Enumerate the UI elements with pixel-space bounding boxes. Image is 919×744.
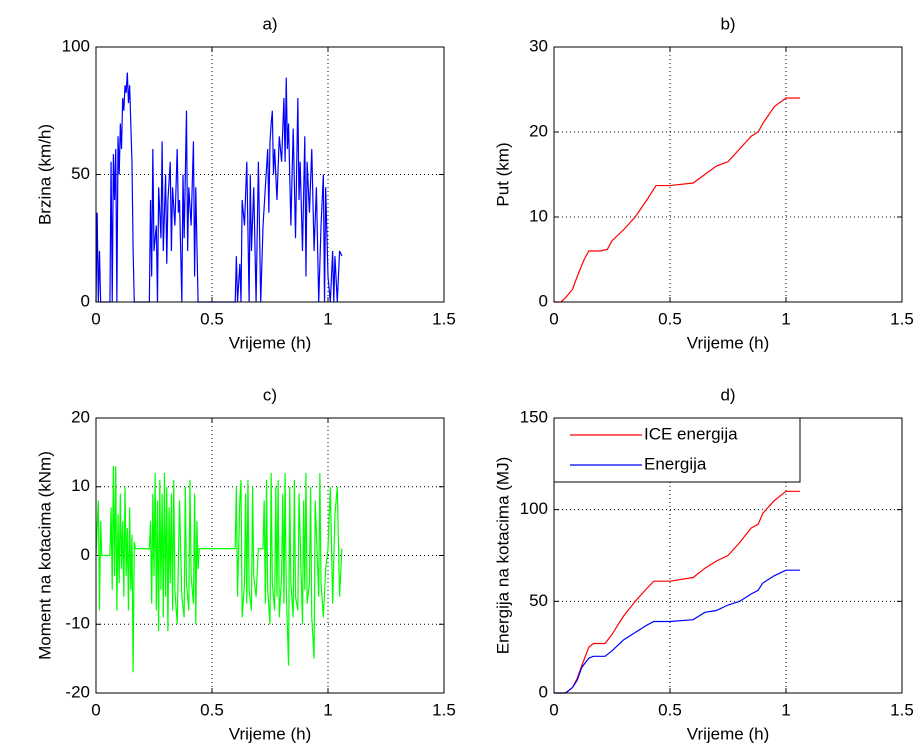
y-tick-label: 150 — [520, 407, 548, 426]
x-tick-label: 1.5 — [890, 700, 914, 719]
y-tick-label: -20 — [65, 682, 90, 701]
y-axis-label: Put (km) — [493, 142, 512, 206]
legend-box — [553, 417, 801, 483]
chart-title: c) — [263, 385, 277, 404]
x-tick-label: 1 — [323, 700, 332, 719]
x-tick-label: 0.5 — [200, 309, 224, 328]
y-tick-label: 100 — [520, 499, 548, 518]
x-tick-label: 1.5 — [890, 309, 914, 328]
x-tick-label: 0.5 — [200, 700, 224, 719]
y-axis-label: Energija na kotacima (MJ) — [493, 457, 512, 654]
chart-title: d) — [720, 385, 735, 404]
plot-area — [554, 47, 902, 302]
x-tick-label: 1.5 — [432, 700, 456, 719]
data-line — [554, 569, 800, 694]
x-axis-label: Vrijeme (h) — [229, 724, 312, 743]
x-tick-label: 1 — [323, 309, 332, 328]
x-axis-label: Vrijeme (h) — [687, 333, 770, 352]
y-tick-label: 50 — [71, 164, 90, 183]
y-tick-label: -10 — [65, 614, 90, 633]
data-line — [95, 466, 343, 673]
legend: ICE energija Energija — [553, 417, 801, 483]
x-tick-label: 0 — [549, 700, 558, 719]
y-axis-label: Brzina (km/h) — [35, 124, 54, 225]
y-tick-label: 100 — [62, 36, 90, 55]
x-axis-label: Vrijeme (h) — [229, 333, 312, 352]
chart-title: a) — [262, 14, 277, 33]
data-line — [554, 97, 800, 303]
x-tick-label: 0.5 — [658, 309, 682, 328]
x-tick-label: 0 — [549, 309, 558, 328]
legend-label: Energija — [644, 454, 707, 473]
x-tick-label: 0 — [91, 700, 100, 719]
y-tick-label: 20 — [71, 407, 90, 426]
y-tick-label: 30 — [529, 36, 548, 55]
chart-title: b) — [720, 14, 735, 33]
x-tick-label: 0.5 — [658, 700, 682, 719]
axes-frame — [95, 46, 445, 303]
y-tick-label: 10 — [71, 476, 90, 495]
y-tick-label: 0 — [539, 291, 548, 310]
y-tick-label: 0 — [539, 682, 548, 701]
x-tick-label: 0 — [91, 309, 100, 328]
x-axis-label: Vrijeme (h) — [687, 724, 770, 743]
x-tick-label: 1 — [781, 700, 790, 719]
y-axis-label: Moment na kotacima (kNm) — [35, 451, 54, 660]
y-tick-label: 0 — [81, 545, 90, 564]
x-tick-label: 1.5 — [432, 309, 456, 328]
x-tick-label: 1 — [781, 309, 790, 328]
axes-frame — [95, 417, 445, 694]
y-tick-label: 50 — [529, 591, 548, 610]
legend-label: ICE energija — [644, 424, 738, 443]
axes-frame — [553, 46, 903, 303]
y-tick-label: 20 — [529, 121, 548, 140]
y-tick-label: 10 — [529, 206, 548, 225]
data-line — [554, 490, 800, 694]
y-tick-label: 0 — [81, 291, 90, 310]
